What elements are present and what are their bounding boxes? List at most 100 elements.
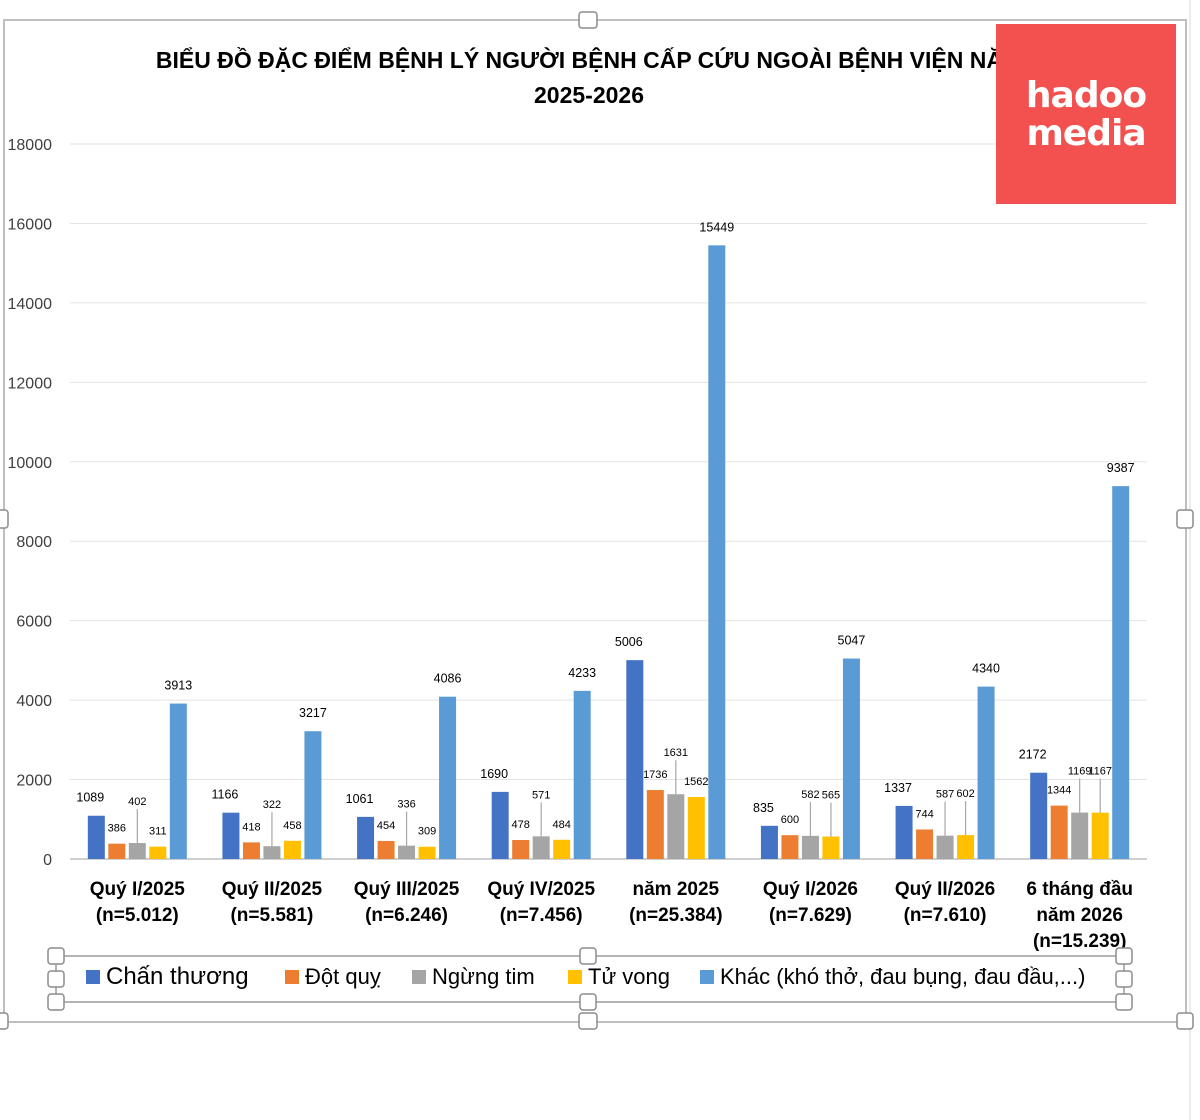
x-tick-label: năm 2025 [633,879,720,900]
data-label: 1337 [884,781,912,795]
data-label: 602 [956,788,974,800]
bar [418,846,436,859]
data-label: 15449 [699,220,734,234]
x-tick-label: Quý II/2026 [895,879,995,900]
legend-handle-tm[interactable] [579,947,597,965]
bar [87,815,105,859]
legend-swatch [86,970,100,984]
resize-handle-left[interactable] [0,509,9,529]
x-tick-label: (n=7.610) [904,905,987,926]
legend-handle-ml[interactable] [47,970,65,988]
bar [491,791,509,859]
x-tick-label: (n=5.581) [230,905,313,926]
legend-handle-tr[interactable] [1115,947,1133,965]
legend-label: Tử vong [588,964,670,989]
legend-handle-br[interactable] [1115,993,1133,1011]
bar [957,835,975,859]
legend-items: Chấn thương Đột quỵ Ngừng tim Tử vong Khác (… [86,963,1085,990]
y-tick-label: 4000 [16,693,52,710]
bar [708,245,726,859]
data-label: 336 [397,799,415,811]
resize-handle-br[interactable] [1176,1012,1194,1030]
resize-handle-bottom[interactable] [578,1012,598,1030]
bar [242,842,260,859]
data-label: 1166 [211,788,238,802]
x-tick-label: (n=25.384) [629,905,722,926]
bar [760,825,778,859]
data-label: 418 [242,821,260,833]
bar [377,840,395,859]
hadoo-media-logo: hadoo media [996,24,1176,204]
bar [895,805,913,859]
x-axis: Quý I/2025 (n=5.012) Quý II/2025 (n=5.581) Q… [90,879,1133,952]
legend-swatch [700,970,714,984]
x-tick-label: (n=7.629) [769,905,852,926]
bar [626,660,644,859]
resize-handle-top[interactable] [578,11,598,29]
bar [263,846,281,859]
data-label: 1061 [346,792,374,806]
bar [169,703,187,859]
x-tick-label: Quý I/2025 [90,879,185,900]
legend-handle-bl[interactable] [47,993,65,1011]
bar [667,794,685,859]
x-tick-label: Quý I/2026 [763,879,858,900]
data-label: 458 [283,820,301,832]
legend-label: Ngừng tim [432,964,535,989]
data-label: 309 [418,826,436,838]
data-label: 1169 [1068,766,1092,778]
logo-text-line2: media [1026,113,1146,154]
y-tick-label: 14000 [8,296,53,313]
bar-series [87,245,1130,859]
legend-swatch [568,970,582,984]
y-tick-label: 0 [43,852,52,869]
bar [304,731,322,859]
x-tick-label: (n=7.456) [500,905,583,926]
y-tick-label: 18000 [8,137,53,154]
legend-handle-bm[interactable] [579,993,597,1011]
bar [781,835,799,859]
bar [1091,812,1109,859]
data-label: 1089 [76,791,104,805]
data-label: 744 [915,808,933,820]
x-tick-label: (n=6.246) [365,905,448,926]
bar [842,658,860,859]
legend[interactable]: Chấn thương Đột quỵ Ngừng tim Tử vong Khác (… [47,947,1133,1011]
legend-label: Chấn thương [106,963,249,990]
data-label: 2172 [1019,748,1047,762]
legend-swatch [412,970,426,984]
data-label: 9387 [1107,461,1135,475]
resize-handle-right[interactable] [1176,509,1194,529]
data-label: 5047 [838,634,866,648]
chart-selection-handles[interactable] [0,11,1194,1030]
bar [108,843,126,859]
legend-swatch [285,970,299,984]
bar [822,836,840,859]
legend-handle-mr[interactable] [1115,970,1133,988]
data-label: 3217 [299,706,327,720]
bar [128,843,146,859]
logo-text-line1: hadoo [1025,75,1147,116]
data-label: 4086 [434,672,462,686]
legend-handle-tl[interactable] [47,947,65,965]
bar [1030,772,1048,859]
data-label: 1631 [664,747,688,759]
bar [398,845,416,859]
bar [149,846,167,859]
data-label: 582 [801,789,819,801]
data-label: 4233 [568,666,596,680]
bar [222,812,240,859]
bar [646,790,664,859]
legend-label: Đột quỵ [305,964,381,989]
data-label: 311 [149,826,167,838]
bar [553,839,571,859]
bar [936,835,954,859]
data-label: 484 [553,819,571,831]
resize-handle-bl[interactable] [0,1012,9,1030]
bar [512,840,530,859]
bar [439,696,457,859]
bar [977,686,995,859]
bar [1112,486,1130,859]
y-tick-label: 2000 [16,773,52,790]
data-label: 5006 [615,635,643,649]
